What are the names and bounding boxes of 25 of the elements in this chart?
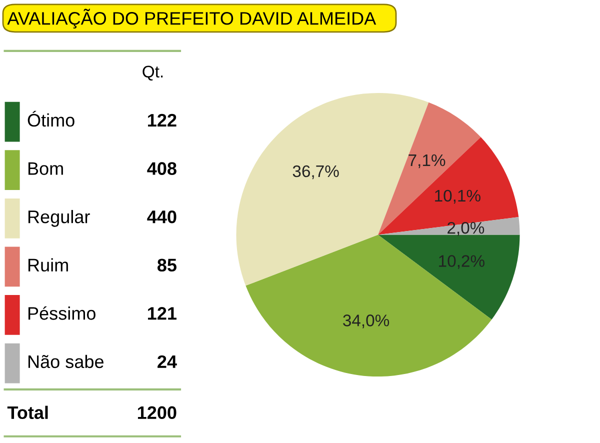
data-label: 7,1% bbox=[408, 154, 446, 168]
text: 122 bbox=[148, 114, 176, 126]
pie-slice bbox=[378, 217, 520, 235]
legend-label: Regular bbox=[28, 210, 90, 227]
legend-label: Ruim bbox=[28, 258, 68, 272]
text: 24 bbox=[158, 355, 177, 368]
legend-label: Não sabe bbox=[28, 354, 104, 368]
legend-label: Bom bbox=[28, 162, 63, 175]
text: 85 bbox=[157, 258, 176, 272]
data-label: 36,7% bbox=[292, 165, 339, 180]
data-label: 2,0% bbox=[448, 222, 484, 236]
data-label: 10,2% bbox=[439, 255, 484, 269]
text: 121 bbox=[148, 307, 176, 320]
legend-label: Ótimo bbox=[28, 110, 74, 127]
text: 408 bbox=[147, 162, 176, 175]
text: 440 bbox=[147, 210, 176, 224]
text: 1200 bbox=[138, 406, 176, 420]
pie-slice bbox=[378, 137, 519, 235]
legend-label: Péssimo bbox=[28, 306, 96, 320]
chart-title: AVALIAÇÃO DO PREFEITO DAVID ALMEIDA bbox=[7, 8, 376, 28]
legend-title: Qt. bbox=[142, 66, 163, 81]
pie-slice bbox=[246, 234, 492, 377]
data-label: 10,1% bbox=[435, 190, 480, 204]
text: Total bbox=[7, 406, 48, 420]
data-label: 34,0% bbox=[343, 314, 390, 328]
